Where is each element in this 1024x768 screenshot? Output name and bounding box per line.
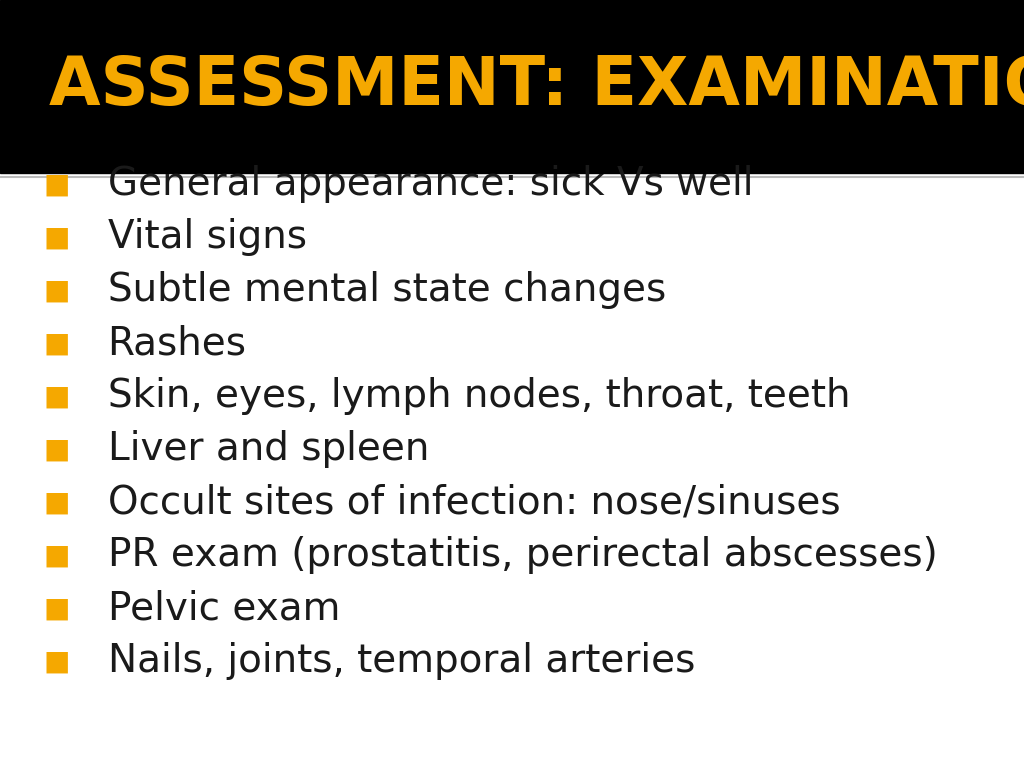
Text: ■: ■ [43,594,70,622]
Text: ■: ■ [43,223,70,251]
Text: General appearance: sick Vs well: General appearance: sick Vs well [108,165,753,204]
Text: ■: ■ [43,647,70,675]
Bar [0,0,1024,173]
Text: ■: ■ [43,435,70,463]
Text: Subtle mental state changes: Subtle mental state changes [108,271,666,310]
Text: ■: ■ [43,329,70,357]
Text: ASSESSMENT: EXAMINATION: ASSESSMENT: EXAMINATION [49,54,1024,119]
Text: ■: ■ [43,170,70,198]
Text: Skin, eyes, lymph nodes, throat, teeth: Skin, eyes, lymph nodes, throat, teeth [108,377,850,415]
Text: ■: ■ [43,276,70,304]
Text: PR exam (prostatitis, perirectal abscesses): PR exam (prostatitis, perirectal abscess… [108,536,937,574]
Text: Vital signs: Vital signs [108,218,306,257]
Text: ■: ■ [43,541,70,569]
Text: ■: ■ [43,488,70,516]
Text: Occult sites of infection: nose/sinuses: Occult sites of infection: nose/sinuses [108,483,840,521]
Text: ■: ■ [43,382,70,410]
Text: Nails, joints, temporal arteries: Nails, joints, temporal arteries [108,642,695,680]
Text: Pelvic exam: Pelvic exam [108,589,340,627]
Text: Rashes: Rashes [108,324,247,362]
Text: Liver and spleen: Liver and spleen [108,430,429,468]
